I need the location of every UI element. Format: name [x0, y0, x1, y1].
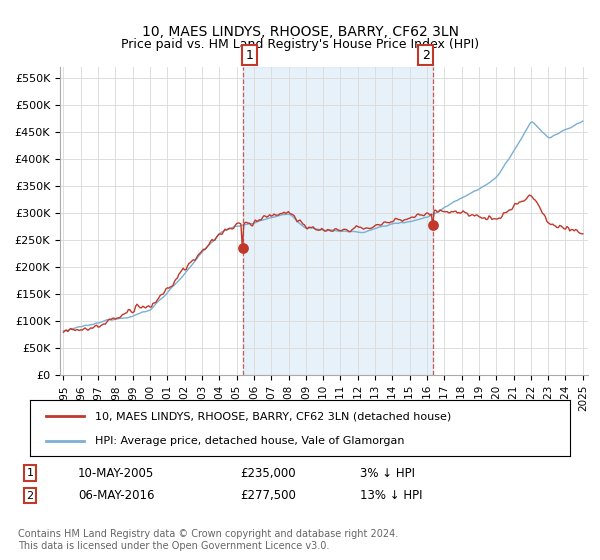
- Text: Contains HM Land Registry data © Crown copyright and database right 2024.
This d: Contains HM Land Registry data © Crown c…: [18, 529, 398, 551]
- Text: 3% ↓ HPI: 3% ↓ HPI: [360, 466, 415, 480]
- Text: 13% ↓ HPI: 13% ↓ HPI: [360, 489, 422, 502]
- Text: 2: 2: [26, 491, 34, 501]
- Text: 10-MAY-2005: 10-MAY-2005: [78, 466, 154, 480]
- Text: 10, MAES LINDYS, RHOOSE, BARRY, CF62 3LN (detached house): 10, MAES LINDYS, RHOOSE, BARRY, CF62 3LN…: [95, 411, 451, 421]
- Text: 2: 2: [422, 49, 430, 62]
- Text: HPI: Average price, detached house, Vale of Glamorgan: HPI: Average price, detached house, Vale…: [95, 436, 404, 446]
- Text: £235,000: £235,000: [240, 466, 296, 480]
- Text: Price paid vs. HM Land Registry's House Price Index (HPI): Price paid vs. HM Land Registry's House …: [121, 38, 479, 51]
- Bar: [243, 67, 433, 375]
- Text: 1: 1: [26, 468, 34, 478]
- Point: [238, 244, 248, 253]
- Text: 06-MAY-2016: 06-MAY-2016: [78, 489, 155, 502]
- Point: [428, 221, 438, 230]
- Text: £277,500: £277,500: [240, 489, 296, 502]
- Text: 10, MAES LINDYS, RHOOSE, BARRY, CF62 3LN: 10, MAES LINDYS, RHOOSE, BARRY, CF62 3LN: [142, 25, 458, 39]
- Text: 1: 1: [246, 49, 254, 62]
